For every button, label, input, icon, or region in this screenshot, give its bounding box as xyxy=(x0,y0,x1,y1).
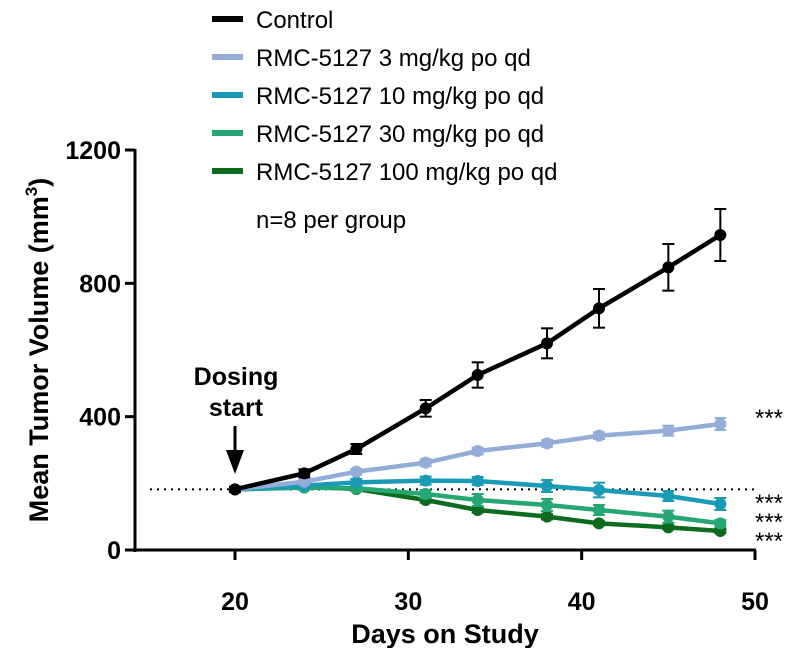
y-axis-title-superscript: 3 xyxy=(22,187,41,196)
legend: Control RMC-5127 3 mg/kg po qd RMC-5127 10… xyxy=(212,7,558,234)
x-tick-label: 20 xyxy=(221,588,249,616)
data-point xyxy=(714,418,727,430)
y-tick-label: 0 xyxy=(107,537,121,565)
legend-label: RMC-5127 3 mg/kg po qd xyxy=(256,45,531,72)
data-point xyxy=(662,424,675,437)
legend-label: RMC-5127 10 mg/kg po qd xyxy=(256,83,544,110)
series-layer xyxy=(229,208,727,537)
data-point xyxy=(298,467,311,480)
y-tick-label: 400 xyxy=(79,404,121,432)
dosing-arrow-head xyxy=(226,450,244,474)
data-point xyxy=(714,229,727,241)
legend-label: RMC-5127 30 mg/kg po qd xyxy=(256,121,544,148)
data-point xyxy=(350,465,363,478)
significance-label: *** xyxy=(755,405,783,432)
x-axis-title: Days on Study xyxy=(351,619,539,648)
data-point xyxy=(471,369,484,381)
data-point xyxy=(298,475,311,488)
data-point xyxy=(541,510,553,523)
data-point xyxy=(593,504,605,516)
data-point xyxy=(593,517,605,530)
legend-note: n=8 per group xyxy=(256,207,406,234)
y-tick-label: 1200 xyxy=(65,137,121,165)
data-point xyxy=(229,483,241,496)
y-axis-title-close: ) xyxy=(24,178,54,187)
data-point xyxy=(662,521,675,534)
dosing-annotation-line1: Dosing xyxy=(194,363,279,391)
data-point xyxy=(593,484,605,496)
significance-label: *** xyxy=(755,528,783,555)
data-point xyxy=(419,402,432,415)
series-group xyxy=(229,208,727,496)
data-point xyxy=(662,261,675,274)
data-point xyxy=(471,494,484,506)
data-point xyxy=(541,437,553,450)
data-point xyxy=(714,498,727,510)
data-point xyxy=(471,475,484,487)
y-axis-title: Mean Tumor Volume (mm3) xyxy=(22,178,54,523)
data-point xyxy=(593,429,605,442)
data-point xyxy=(541,499,553,511)
y-tick-label: 800 xyxy=(79,270,121,298)
legend-label: RMC-5127 100 mg/kg po qd xyxy=(256,159,558,186)
data-point xyxy=(419,488,432,500)
x-tick-label: 40 xyxy=(568,588,596,616)
series-group xyxy=(229,474,727,511)
dosing-annotation-line2: start xyxy=(209,394,264,422)
data-point xyxy=(662,490,675,502)
data-point xyxy=(662,510,675,523)
legend-label: Control xyxy=(256,7,333,34)
x-tick-label: 50 xyxy=(741,588,769,616)
data-point xyxy=(419,474,432,487)
y-axis-title-main: Mean Tumor Volume (mm xyxy=(24,196,54,522)
data-point xyxy=(419,456,432,469)
axes: 0 400 800 1200 20 30 40 50 Days on Study Mean Tum… xyxy=(22,137,769,648)
data-point xyxy=(593,302,605,315)
data-point xyxy=(541,337,553,350)
data-point xyxy=(471,445,484,457)
data-point xyxy=(541,480,553,492)
data-point xyxy=(350,443,363,455)
significance-label: *** xyxy=(755,490,783,517)
data-point xyxy=(714,517,727,530)
data-point xyxy=(350,476,363,489)
x-tick-label: 30 xyxy=(394,588,422,616)
significance-label: *** xyxy=(755,509,783,536)
